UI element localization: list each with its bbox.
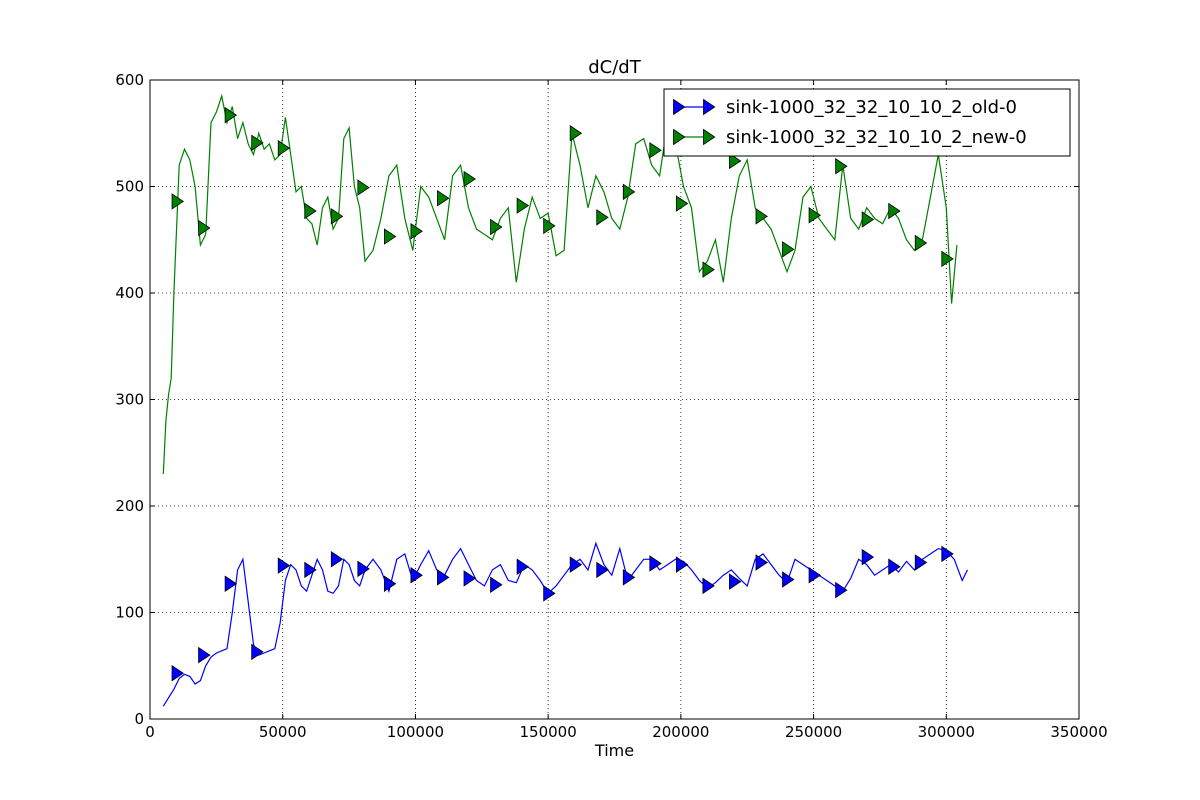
series-marker xyxy=(914,234,928,252)
series-marker xyxy=(277,139,291,157)
series-marker xyxy=(729,152,742,170)
series-marker xyxy=(277,557,291,574)
series-marker xyxy=(941,545,954,563)
series-marker xyxy=(437,189,450,207)
series-marker xyxy=(861,211,875,228)
series-marker xyxy=(198,219,211,237)
series-marker xyxy=(675,556,689,573)
series-marker xyxy=(543,217,556,235)
series-marker xyxy=(622,183,636,201)
y-tick-label: 0 xyxy=(134,710,144,728)
legend-label: sink-1000_32_32_10_10_2_new-0 xyxy=(726,127,1027,148)
x-tick-label: 350000 xyxy=(1050,723,1107,741)
legend-marker xyxy=(703,98,716,116)
chart-title: dC/dT xyxy=(588,57,641,78)
series-marker xyxy=(410,566,423,584)
series-marker xyxy=(702,577,715,595)
y-tick-label: 300 xyxy=(115,391,144,409)
series-marker xyxy=(490,576,503,594)
series-marker xyxy=(171,193,185,210)
series-marker xyxy=(171,664,185,682)
series-0 xyxy=(162,541,969,707)
series-marker xyxy=(463,570,476,587)
series-marker xyxy=(304,561,317,579)
x-tick-label: 150000 xyxy=(520,723,577,741)
series-marker xyxy=(224,106,238,124)
series-marker xyxy=(330,208,344,225)
x-tick-label: 200000 xyxy=(652,723,709,741)
series-marker xyxy=(914,554,928,571)
series-marker xyxy=(357,179,370,196)
series-marker xyxy=(808,566,822,584)
x-axis-label: Time xyxy=(594,741,634,760)
series-marker xyxy=(330,551,344,568)
series-marker xyxy=(596,209,609,226)
series-marker xyxy=(596,561,609,579)
series-marker xyxy=(835,581,848,599)
series-marker xyxy=(569,125,583,142)
series-marker xyxy=(437,569,450,586)
series-marker xyxy=(410,222,423,240)
y-tick-label: 600 xyxy=(115,71,144,89)
x-tick-label: 50000 xyxy=(259,723,307,741)
series-marker xyxy=(251,134,264,152)
series-marker xyxy=(383,575,397,592)
series-marker xyxy=(729,573,742,590)
series-marker xyxy=(516,558,530,575)
series-marker xyxy=(755,208,768,225)
grid xyxy=(150,80,1079,719)
series-marker xyxy=(702,261,715,278)
legend-entry: sink-1000_32_32_10_10_2_new-0 xyxy=(673,127,1027,148)
series-marker xyxy=(251,643,264,661)
series-marker xyxy=(755,554,768,571)
x-tick-label: 0 xyxy=(145,723,155,741)
y-tick-label: 500 xyxy=(115,178,144,196)
legend-frame xyxy=(663,88,1071,157)
series-marker xyxy=(383,228,397,245)
x-tick-label: 300000 xyxy=(918,723,975,741)
legend-entry: sink-1000_32_32_10_10_2_old-0 xyxy=(673,97,1017,118)
series-marker xyxy=(224,575,238,592)
ticks: 0 50000 100000 150000 200000 250000 300000 3500… xyxy=(115,71,1107,741)
series-marker xyxy=(888,558,901,575)
series-marker xyxy=(675,195,689,212)
series-1 xyxy=(162,93,958,475)
series-marker xyxy=(888,202,901,220)
series-marker xyxy=(835,158,848,175)
y-tick-label: 100 xyxy=(115,604,144,622)
series-marker xyxy=(941,250,954,268)
series-line xyxy=(162,93,958,475)
series-layer xyxy=(162,93,969,707)
legend-marker xyxy=(703,128,716,146)
y-tick-label: 200 xyxy=(115,497,144,515)
series-marker xyxy=(649,142,662,159)
series-marker xyxy=(463,170,476,188)
series-marker xyxy=(622,569,636,586)
series-marker xyxy=(649,555,662,572)
legend-label: sink-1000_32_32_10_10_2_old-0 xyxy=(726,97,1017,118)
series-marker xyxy=(569,556,583,573)
series-marker xyxy=(516,197,530,214)
series-marker xyxy=(490,218,503,236)
series-marker xyxy=(861,548,875,566)
x-tick-label: 250000 xyxy=(785,723,842,741)
series-marker xyxy=(808,207,822,224)
series-marker xyxy=(304,202,317,220)
x-tick-label: 100000 xyxy=(387,723,444,741)
series-marker xyxy=(782,241,795,258)
legend: sink-1000_32_32_10_10_2_old-0 sink-1000_3… xyxy=(663,88,1071,157)
legend-marker xyxy=(673,128,686,146)
series-marker xyxy=(357,560,370,578)
series-marker xyxy=(782,571,795,588)
y-tick-label: 400 xyxy=(115,284,144,302)
series-marker xyxy=(543,585,556,602)
legend-marker xyxy=(673,98,686,116)
series-marker xyxy=(198,646,211,664)
